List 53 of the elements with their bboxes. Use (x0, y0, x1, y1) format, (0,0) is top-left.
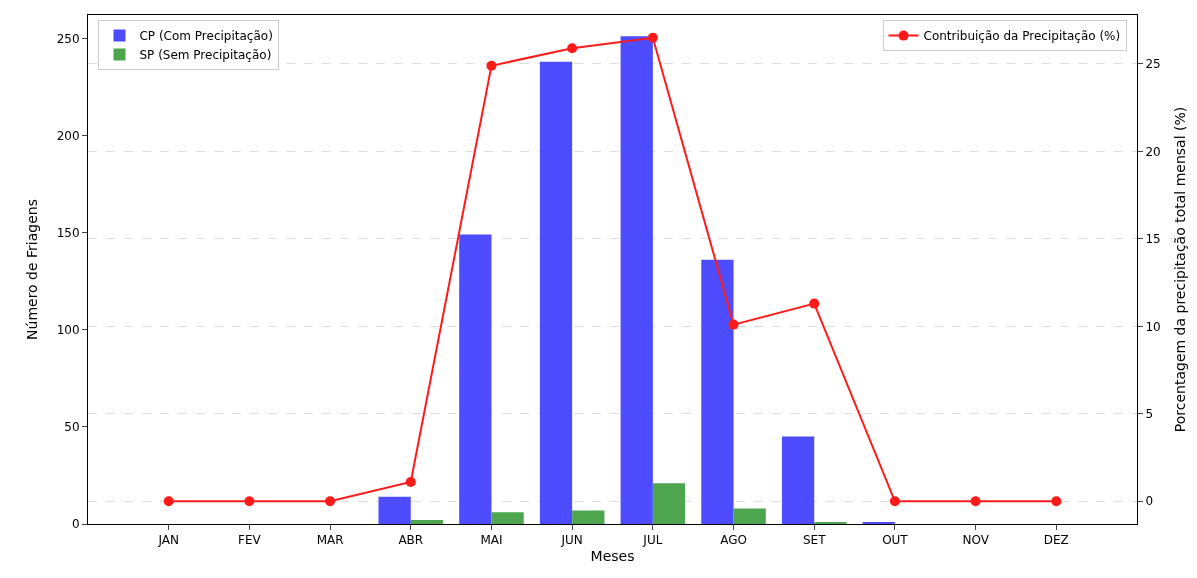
point (405, 477, 416, 488)
x-tick-label: AGO (720, 533, 747, 548)
y-tick-label: 250 (56, 31, 80, 46)
point (567, 43, 578, 54)
bar (652, 483, 686, 524)
point (728, 319, 739, 330)
x-tick-label: MAR (316, 533, 344, 548)
point (486, 60, 497, 71)
bar (781, 436, 815, 524)
bar (701, 259, 734, 524)
y2-tick-label: 0 (1145, 494, 1154, 509)
x-tick-label: JAN (157, 533, 179, 548)
x-axis-title: Meses (590, 547, 635, 564)
y-tick-label: 150 (56, 225, 80, 240)
point (970, 496, 981, 507)
bar (410, 520, 444, 524)
legend-label: SP (Sem Precipitação) (139, 48, 272, 63)
y-tick-label: 100 (56, 322, 80, 337)
x-tick-label: MAI (480, 533, 503, 548)
y-tick-label: 0 (71, 517, 80, 532)
y2-tick-label: 5 (1145, 407, 1154, 421)
y-tick-label: 50 (64, 420, 80, 435)
x-tick-label: FEV (238, 533, 262, 548)
point (163, 496, 174, 507)
point (244, 496, 255, 507)
legend-label: Contribuição da Precipitação (%) (923, 29, 1121, 44)
x-tick-label: JUL (642, 533, 663, 548)
point (1051, 496, 1062, 507)
bar (491, 512, 524, 524)
legend-label: CP (Com Precipitação) (139, 29, 273, 44)
y2-tick-label: 10 (1145, 319, 1161, 334)
bar (733, 508, 766, 524)
bar (459, 234, 492, 524)
bar (572, 510, 605, 524)
bar (378, 496, 411, 524)
point (889, 496, 900, 507)
x-tick-label: NOV (962, 533, 990, 548)
x-tick-label: SET (802, 533, 827, 548)
point (647, 32, 658, 43)
y2-tick-label: 15 (1145, 232, 1161, 247)
point (325, 496, 336, 507)
x-tick-label: ABR (398, 533, 424, 548)
y-tick-label: 200 (56, 128, 80, 143)
y2-tick-label: 20 (1145, 144, 1161, 159)
x-tick-label: JUN (560, 533, 583, 548)
y2-tick-label: 25 (1145, 57, 1161, 72)
y-axis-title: Número de Friagens (24, 199, 41, 340)
point (809, 298, 820, 309)
bar (620, 36, 653, 524)
x-tick-label: OUT (882, 533, 909, 548)
bar (539, 61, 573, 524)
y2-axis-title: Porcentagem da precipitação total mensal (%) (1171, 106, 1188, 433)
x-tick-label: DEZ (1043, 533, 1069, 548)
